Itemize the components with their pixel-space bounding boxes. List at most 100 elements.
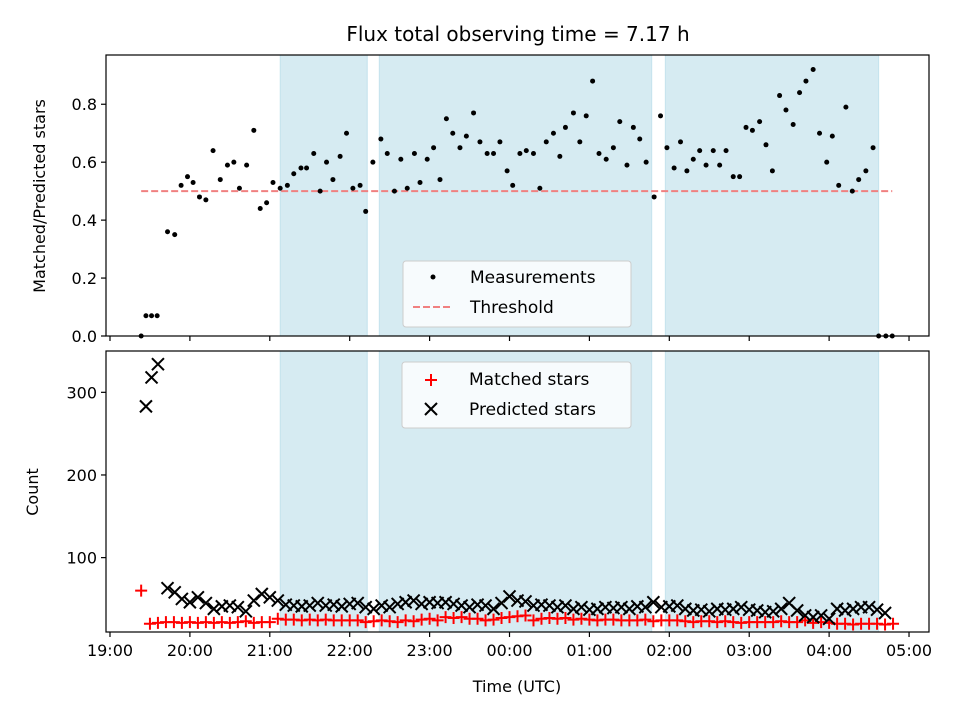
- measurement-point: [443, 116, 449, 122]
- predicted-star-point: [350, 596, 365, 610]
- predicted-star-point: [303, 598, 317, 613]
- predicted-star-point: [646, 595, 661, 609]
- predicted-star-point: [414, 597, 429, 611]
- predicted-star-point: [574, 600, 589, 614]
- x-tick-label: 22:00: [327, 641, 373, 660]
- bottom-legend: Matched stars Predicted stars: [401, 361, 632, 429]
- measurement-point: [530, 150, 536, 156]
- matched-star-point: [527, 614, 540, 627]
- legend-marker-measurements: [430, 274, 436, 280]
- legend-label-matched: Matched stars: [469, 370, 589, 390]
- predicted-star-point: [398, 595, 413, 609]
- predicted-star-point: [750, 603, 764, 618]
- measurement-point: [370, 159, 376, 165]
- measurement-point: [284, 182, 290, 188]
- legend-marker-matched: [425, 374, 437, 386]
- shaded-interval: [279, 54, 368, 337]
- measurement-point: [210, 148, 216, 154]
- measurement-point: [817, 130, 823, 136]
- predicted-star-point: [223, 598, 237, 613]
- measurement-point: [391, 188, 397, 194]
- measurement-point: [270, 179, 276, 185]
- measurement-point: [643, 159, 649, 165]
- measurement-point: [491, 150, 497, 156]
- measurement-point: [298, 165, 304, 171]
- predicted-star-point: [462, 600, 477, 614]
- measurement-point: [749, 127, 755, 133]
- measurement-point: [196, 194, 202, 200]
- measurement-point: [457, 145, 463, 151]
- predicted-star-point: [638, 600, 653, 614]
- measurement-point: [610, 145, 616, 151]
- legend-label-predicted: Predicted stars: [469, 400, 596, 420]
- predicted-star-point: [558, 598, 573, 613]
- predicted-star-point: [231, 600, 245, 614]
- measurement-point: [317, 188, 323, 194]
- measurement-point: [757, 119, 763, 125]
- measurement-point: [311, 150, 317, 156]
- x-tick-label: 19:00: [87, 641, 133, 660]
- predicted-star-point: [670, 598, 685, 613]
- predicted-star-point: [694, 602, 708, 617]
- bottom-y-axis-label: Count: [23, 468, 42, 516]
- predicted-star-point: [446, 597, 461, 611]
- x-tick-label: 01:00: [566, 641, 612, 660]
- measurement-point: [658, 113, 664, 119]
- measurement-point: [684, 168, 690, 174]
- measurement-point: [743, 124, 749, 130]
- measurement-point: [378, 136, 384, 142]
- predicted-star-point: [454, 598, 469, 613]
- x-tick-label: 23:00: [407, 641, 453, 660]
- predicted-star-point: [702, 604, 716, 619]
- predicted-star-point: [255, 587, 269, 601]
- shaded-interval: [664, 54, 880, 337]
- x-tick-label: 00:00: [486, 641, 532, 660]
- top-y-tick-label: 0.8: [72, 95, 97, 114]
- legend-marker-predicted: [424, 402, 438, 416]
- measurement-point: [537, 185, 543, 191]
- top-x-ticks: [109, 336, 910, 341]
- measurement-point: [484, 150, 490, 156]
- predicted-star-point: [678, 602, 693, 616]
- predicted-star-point: [838, 603, 852, 618]
- x-tick-label: 05:00: [886, 641, 932, 660]
- predicted-star-point: [239, 604, 253, 619]
- measurement-point: [777, 93, 783, 99]
- measurement-point: [664, 145, 670, 151]
- predicted-stars-series: [139, 357, 892, 626]
- matched-star-point: [407, 615, 420, 628]
- predicted-star-point: [542, 598, 557, 613]
- measurement-point: [277, 185, 283, 191]
- matched-star-point: [639, 613, 652, 626]
- measurement-point: [651, 194, 657, 200]
- matched-star-point: [455, 611, 468, 624]
- measurement-point: [678, 139, 684, 145]
- measurement-point: [497, 139, 503, 145]
- predicted-star-point: [798, 608, 812, 623]
- measurement-point: [703, 162, 709, 168]
- bottom-shaded-intervals: [279, 350, 880, 633]
- measurement-point: [603, 156, 609, 162]
- matched-star-point: [487, 613, 500, 626]
- predicted-star-point: [878, 606, 892, 620]
- top-legend-box: [402, 260, 632, 328]
- measurement-point: [477, 139, 483, 145]
- predicted-star-point: [406, 593, 421, 608]
- measurement-point: [769, 168, 775, 174]
- predicted-star-point: [622, 602, 637, 616]
- matched-star-point: [887, 617, 900, 630]
- predicted-star-point: [390, 597, 405, 611]
- measurement-point: [203, 197, 209, 203]
- predicted-star-point: [366, 602, 381, 616]
- measurement-point: [172, 232, 178, 238]
- predicted-star-point: [358, 600, 373, 614]
- measurement-point: [810, 66, 816, 72]
- top-y-tick-label: 0.2: [72, 269, 97, 288]
- predicted-star-point: [846, 602, 860, 616]
- measurement-point: [185, 174, 191, 180]
- measurement-point: [244, 162, 250, 168]
- predicted-star-point: [382, 600, 397, 614]
- top-y-tick-label: 0.0: [72, 327, 97, 346]
- predicted-star-point: [726, 602, 740, 616]
